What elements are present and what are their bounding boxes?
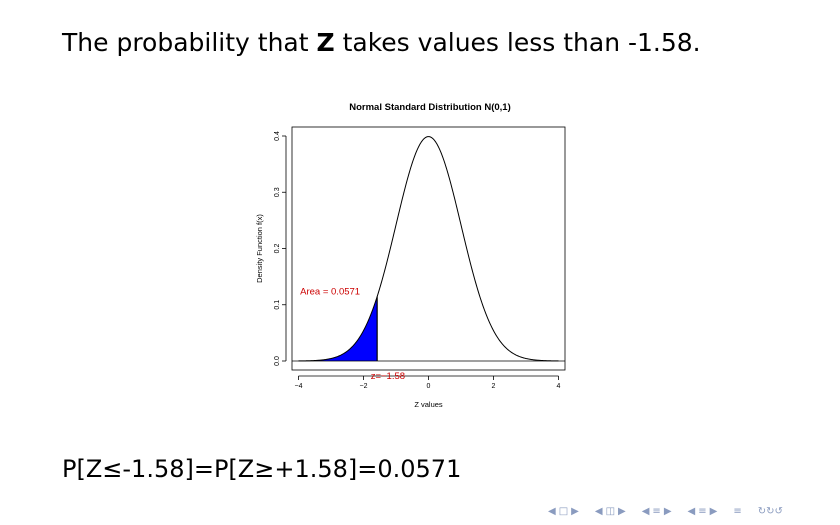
y-tick-label: 0.4: [274, 131, 281, 141]
y-axis-label: Density Function f(x): [255, 214, 264, 283]
x-tick-label: 2: [492, 383, 496, 390]
y-tick-label: 0.2: [274, 244, 281, 254]
nav-section-icon[interactable]: ≡: [698, 506, 707, 517]
cutoff-annotation: z=−1.58: [371, 371, 405, 382]
x-tick-label: −4: [295, 383, 303, 390]
nav-right-arrow-icon[interactable]: ▶: [663, 506, 672, 517]
x-axis-label: Z values: [414, 400, 443, 409]
x-tick-label: 0: [427, 383, 431, 390]
nav-right-arrow-icon[interactable]: ▶: [571, 506, 579, 517]
slide-heading: The probability that Z takes values less…: [62, 28, 701, 57]
heading-text-end: takes values less than -1.58.: [334, 28, 701, 57]
nav-frame-icon[interactable]: □: [558, 506, 569, 517]
y-tick-label: 0.0: [274, 356, 281, 366]
chart-title: Normal Standard Distribution N(0,1): [349, 102, 511, 113]
nav-align-icon[interactable]: ≡: [733, 506, 742, 517]
heading-variable-z: Z: [316, 28, 335, 57]
shaded-area: [298, 296, 378, 361]
beamer-navigation: ◀ □ ▶ ◀ ◫ ▶ ◀ ≡ ▶ ◀ ≡ ▶ ≡ ↻↻↺: [548, 506, 786, 517]
y-axis: 0.0 0.1 0.2 0.3 0.4: [274, 131, 287, 366]
probability-formula: P[Z≤-1.58]=P[Z≥+1.58]=0.0571: [62, 455, 462, 483]
nav-left-arrow-icon[interactable]: ◀: [687, 506, 696, 517]
area-annotation: Area = 0.0571: [300, 287, 360, 298]
plot-box: [291, 126, 566, 371]
x-axis: −4 −2 0 2 4: [295, 375, 561, 390]
heading-text-start: The probability that: [62, 28, 317, 57]
nav-left-arrow-icon[interactable]: ◀: [641, 506, 650, 517]
x-tick-label: −2: [360, 383, 368, 390]
nav-right-arrow-icon[interactable]: ▶: [618, 506, 626, 517]
nav-section-icon[interactable]: ≡: [652, 506, 661, 517]
nav-left-arrow-icon[interactable]: ◀: [548, 506, 556, 517]
nav-subsection-icon[interactable]: ◫: [605, 506, 616, 517]
x-tick-label: 4: [557, 383, 561, 390]
y-tick-label: 0.1: [274, 300, 281, 310]
nav-search-icon[interactable]: ↻↻↺: [757, 506, 783, 517]
density-curve: [298, 136, 559, 362]
nav-left-arrow-icon[interactable]: ◀: [594, 506, 603, 517]
y-tick-label: 0.3: [274, 187, 281, 197]
nav-right-arrow-icon[interactable]: ▶: [709, 506, 718, 517]
